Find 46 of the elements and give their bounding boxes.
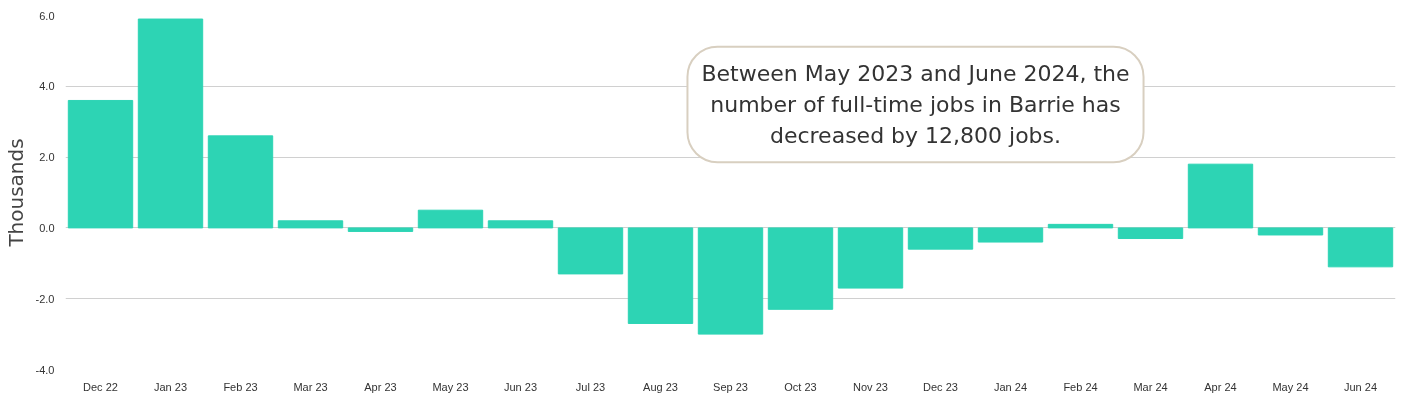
x-tick-label: Apr 23 [364, 380, 397, 393]
x-tick-label: Nov 23 [853, 380, 888, 393]
x-tick-label: Jul 23 [575, 380, 606, 393]
bar [207, 135, 274, 229]
bar [977, 227, 1044, 243]
bar [767, 227, 834, 310]
x-tick-label: Sep 23 [713, 380, 748, 393]
x-tick-label: Jan 24 [993, 380, 1028, 393]
x-tick-label: Jun 23 [503, 380, 538, 393]
x-tick-label: Mar 24 [1133, 380, 1168, 393]
y-axis-title: Thousands [3, 138, 28, 248]
x-tick-label: Jan 23 [153, 380, 188, 393]
x-tick-label: May 24 [1272, 380, 1309, 393]
x-tick-label: Feb 23 [223, 380, 258, 393]
y-tick-label: 0.0 [39, 221, 55, 234]
bar [137, 18, 204, 229]
x-tick-label: Jun 24 [1343, 380, 1378, 393]
bar [1187, 163, 1254, 229]
bar [837, 227, 904, 289]
x-tick-label: Feb 24 [1063, 380, 1098, 393]
bar [1117, 227, 1184, 240]
bar [487, 220, 554, 229]
bar [347, 227, 414, 232]
y-tick-label: -4.0 [35, 363, 55, 376]
y-tick-label: 6.0 [39, 9, 55, 22]
bar [697, 227, 764, 335]
bar [1257, 227, 1324, 236]
bar [67, 99, 134, 229]
bar [557, 227, 624, 275]
x-tick-label: Oct 23 [784, 380, 817, 393]
x-tick-label: Aug 23 [643, 380, 678, 393]
x-tick-label: Apr 24 [1204, 380, 1237, 393]
x-tick-label: May 23 [432, 380, 469, 393]
bar [417, 209, 484, 229]
x-tick-label: Dec 22 [83, 380, 118, 393]
y-tick-label: 4.0 [39, 80, 55, 93]
bar [277, 220, 344, 229]
y-tick-label: 2.0 [39, 151, 55, 164]
bar [1327, 227, 1394, 268]
bar [1047, 223, 1114, 229]
y-tick-label: -2.0 [35, 292, 55, 305]
bar [627, 227, 694, 324]
x-tick-label: Dec 23 [923, 380, 958, 393]
bar [907, 227, 974, 250]
x-tick-label: Mar 23 [293, 380, 328, 393]
annotation: Between May 2023 and June 2024, the number of full-time jobs in Barrie has decreased by 12,800 jobs. [701, 60, 1130, 149]
